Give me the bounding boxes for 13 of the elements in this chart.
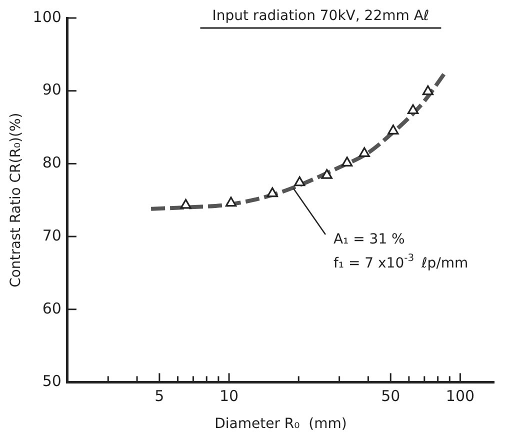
- y-tick-label: 50: [42, 372, 62, 390]
- y-tick-label: 70: [42, 226, 62, 244]
- x-tick-label: 100: [446, 387, 475, 406]
- y-tick-label: 100: [32, 8, 62, 26]
- x-tick-label: 50: [381, 387, 400, 406]
- x-tick-label: 10: [219, 387, 239, 406]
- chart-title: Input radiation 70kV, 22mm Aℓ: [212, 8, 430, 24]
- x-axis-title: Diameter R₀ (mm): [214, 416, 347, 432]
- y-tick-label: 90: [42, 80, 62, 99]
- x-tick-label: 5: [154, 387, 164, 406]
- y-tick-label: 80: [42, 154, 62, 172]
- y-tick-label: 60: [42, 299, 62, 318]
- y-axis-title: Contrast Ratio CR(R₀)(%): [8, 112, 24, 288]
